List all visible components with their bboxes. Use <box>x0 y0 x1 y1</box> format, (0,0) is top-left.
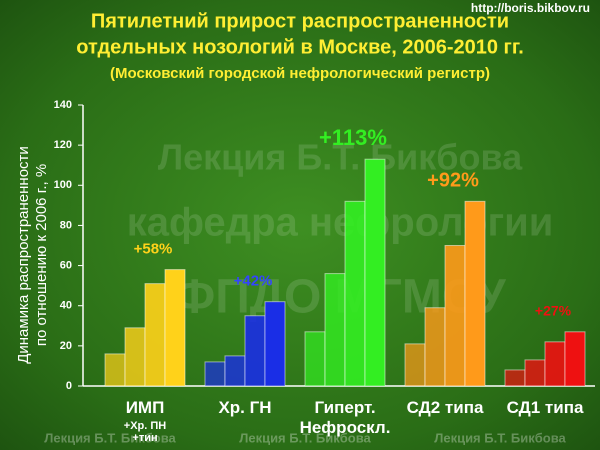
bar <box>524 359 546 387</box>
value-label: +27% <box>535 303 572 319</box>
bar <box>144 283 166 387</box>
bar <box>364 158 386 387</box>
y-tick-label: 100 <box>54 179 72 191</box>
y-axis-label: Динамика распространенности <box>15 146 32 364</box>
x-tick-label: СД2 типа <box>406 398 484 417</box>
value-label: +113% <box>319 125 387 150</box>
bar <box>124 327 146 387</box>
bar <box>164 269 186 387</box>
bar <box>104 353 126 387</box>
y-axis-label: Динамика распространенности по отношению… <box>15 146 50 364</box>
value-label: +42% <box>234 273 273 290</box>
bar <box>424 307 446 387</box>
value-label: +58% <box>134 241 173 258</box>
bar <box>504 369 526 387</box>
bar <box>264 301 286 387</box>
bar <box>204 361 226 387</box>
footer-watermark: Лекция Б.Т. Бикбова <box>434 430 566 445</box>
x-tick-label: ИМП <box>125 398 165 417</box>
y-tick-label: 20 <box>60 340 72 352</box>
bar <box>224 355 246 387</box>
bar <box>404 343 426 387</box>
bar <box>464 200 486 387</box>
watermark: кафедра нефрологии <box>127 201 554 245</box>
footer-watermark: Лекция Б.Т. Бикбова <box>44 430 176 445</box>
bar <box>544 341 566 387</box>
chart-title: отдельных нозологий в Москве, 2006-2010 … <box>76 36 524 58</box>
x-tick-label: СД1 типа <box>506 398 584 417</box>
category-note: +Хр. ПН +тин <box>123 420 167 444</box>
chart-subtitle: (Московский городской нефрологический ре… <box>110 65 490 82</box>
x-tick-label: Гиперт. Нефроскл. <box>299 398 391 437</box>
bar <box>344 200 366 387</box>
value-label: +92% <box>427 170 479 192</box>
y-tick-label: 40 <box>60 300 72 312</box>
y-tick-label: 120 <box>54 139 72 151</box>
bar <box>324 273 346 387</box>
y-tick-label: 80 <box>60 219 72 231</box>
chart-title: Пятилетний прирост распространенности <box>91 10 509 32</box>
y-tick-label: 0 <box>66 380 72 392</box>
y-tick-label: 60 <box>60 259 72 271</box>
bar <box>564 331 586 387</box>
source-url: http://boris.bikbov.ru <box>471 1 590 15</box>
bar <box>444 245 466 387</box>
bar <box>244 315 266 387</box>
y-axis-label: по отношению к 2006 г., % <box>33 164 50 346</box>
x-tick-label: Хр. ГН <box>218 398 272 417</box>
footer-watermark: Лекция Б.Т. Бикбова <box>239 430 371 445</box>
y-tick-label: 140 <box>54 99 72 111</box>
bar <box>304 331 326 387</box>
watermark: Лекция Б.Т. Бикбова <box>158 137 523 178</box>
